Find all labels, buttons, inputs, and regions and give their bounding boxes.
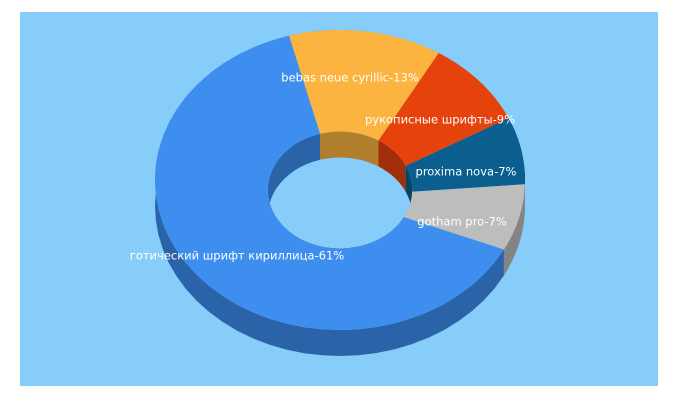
slice-label: bebas neue cyrillic-13% [281,71,418,85]
slice [155,35,504,330]
slice-label: gotham pro-7% [417,215,507,229]
slice-inner-side [405,165,413,218]
slice-label: рукописные шрифты-9% [365,113,515,127]
slice [405,118,525,192]
slice [403,184,525,250]
slice [289,30,439,141]
slice-inner-side [378,140,406,192]
slice-inner-side [320,131,379,167]
slice-label: готический шрифт кириллица-61% [130,249,345,263]
slice-label: proxima nova-7% [416,165,517,179]
slice [378,53,509,166]
